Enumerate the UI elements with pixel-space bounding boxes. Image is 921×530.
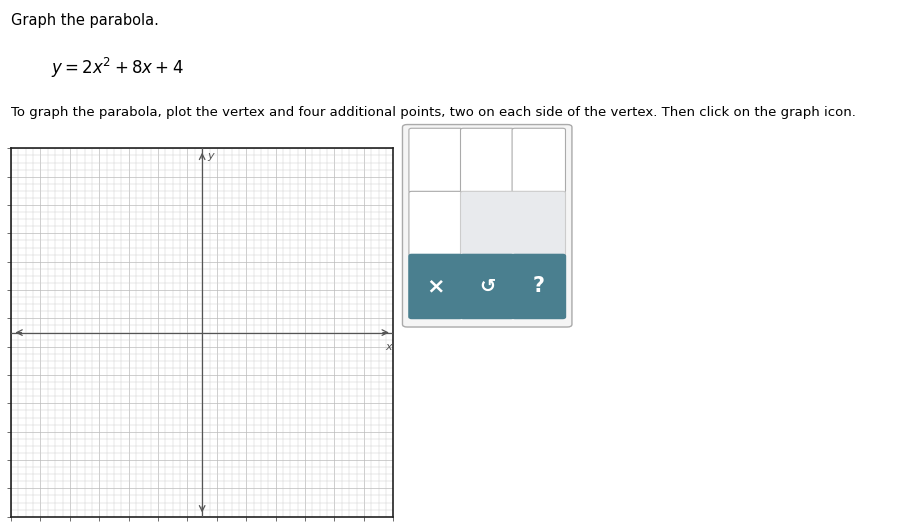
Polygon shape [446, 153, 454, 180]
Text: ?: ? [532, 277, 545, 296]
Text: y: y [207, 151, 214, 161]
Polygon shape [477, 177, 481, 182]
Text: ↺: ↺ [479, 277, 495, 296]
Text: $y = 2x^2 + 8x + 4$: $y = 2x^2 + 8x + 4$ [51, 56, 183, 80]
Polygon shape [422, 153, 449, 172]
Text: To graph the parabola, plot the vertex and four additional points, two on each s: To graph the parabola, plot the vertex a… [11, 106, 856, 119]
Text: x: x [386, 342, 392, 352]
Text: ×: × [426, 277, 445, 296]
Text: Graph the parabola.: Graph the parabola. [11, 13, 159, 28]
Polygon shape [422, 172, 449, 180]
